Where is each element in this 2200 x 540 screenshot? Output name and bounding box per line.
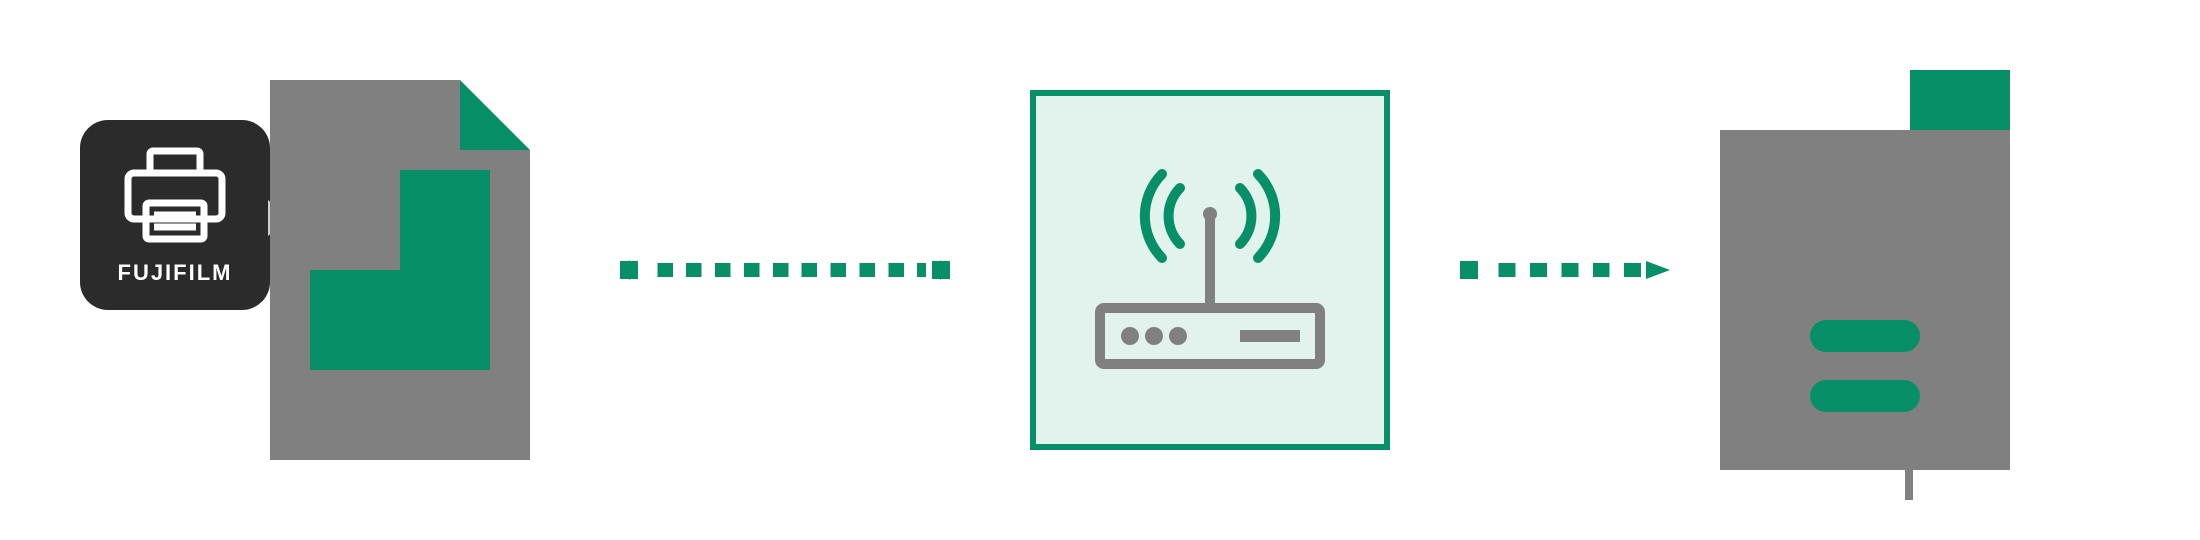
printer-body [1720, 130, 2010, 470]
app-badge: FUJIFILM [80, 120, 270, 310]
printer-foot [1905, 450, 1913, 500]
printer-device [1720, 70, 2010, 470]
arrow-left-icon [1460, 258, 1484, 282]
router-node [1030, 90, 1390, 450]
arrow-right-icon [1646, 258, 1670, 282]
printer-slot [1810, 380, 1920, 412]
connector-line [644, 263, 926, 277]
phone-accent-cut [310, 170, 400, 270]
connector-router-printer [1460, 258, 1670, 282]
arrow-right-icon [926, 258, 950, 282]
printer-slot [1810, 320, 1920, 352]
wifi-router-icon [1070, 128, 1350, 413]
phone-dogear-icon [460, 80, 530, 150]
phone-device [270, 80, 530, 460]
connector-line [1484, 263, 1646, 277]
brand-label: FUJIFILM [118, 260, 233, 286]
printer-outline-icon [120, 145, 230, 250]
connector-phone-router [620, 258, 950, 282]
diagram-stage: FUJIFILM [0, 0, 2200, 540]
arrow-left-icon [620, 258, 644, 282]
